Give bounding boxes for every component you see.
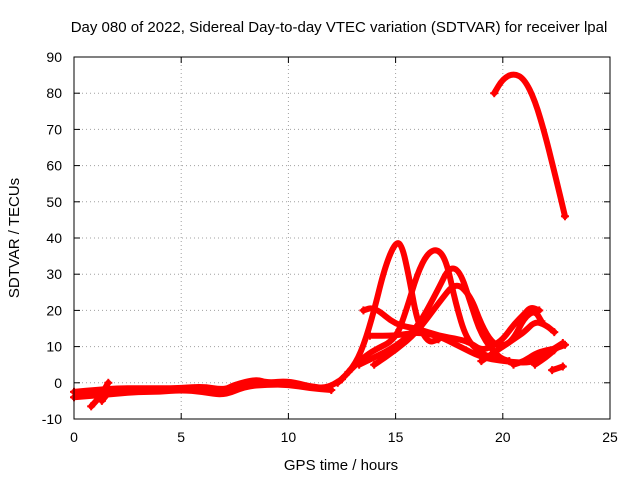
plus-marker (327, 386, 336, 395)
plus-marker (548, 366, 557, 375)
plus-marker (106, 386, 115, 395)
plus-marker (477, 357, 486, 366)
y-tick-label: 70 (46, 121, 62, 137)
x-axis-label: GPS time / hours (284, 457, 398, 474)
plus-marker (550, 346, 559, 355)
y-tick-label: 50 (46, 194, 62, 210)
y-tick-label: 80 (46, 85, 62, 101)
plus-marker (104, 378, 113, 387)
x-tick-label: 25 (602, 429, 618, 445)
y-tick-label: 60 (46, 158, 62, 174)
plus-marker (550, 328, 559, 337)
y-tick-label: 10 (46, 339, 62, 355)
plus-marker (509, 360, 518, 369)
series-line-arc-plateau-21 (360, 305, 543, 352)
y-tick-label: 90 (46, 49, 62, 65)
x-tick-label: 15 (388, 429, 404, 445)
series-line-arc-peak-18-b (371, 282, 545, 368)
x-tick-label: 0 (70, 429, 78, 445)
data-series (70, 71, 569, 411)
plus-marker (530, 360, 539, 369)
grid (74, 57, 610, 419)
plus-marker (359, 306, 368, 315)
x-tick-label: 20 (495, 429, 511, 445)
x-tick-label: 5 (177, 429, 185, 445)
series-line-high-arc (491, 71, 568, 220)
x-tick-label: 10 (281, 429, 297, 445)
y-tick-label: 20 (46, 302, 62, 318)
plus-marker (355, 360, 364, 369)
series-line-arc-trail-21 (478, 319, 558, 365)
y-tick-label: 30 (46, 266, 62, 282)
series-line-arc-peak-18 (356, 265, 513, 368)
plus-marker (558, 362, 567, 371)
y-tick-label: 0 (54, 375, 62, 391)
plot-frame (73, 56, 611, 420)
plus-marker (560, 212, 569, 221)
plus-marker (97, 396, 106, 405)
plus-marker (370, 360, 379, 369)
plus-marker (344, 367, 353, 376)
y-tick-label: 40 (46, 230, 62, 246)
plus-marker (560, 340, 569, 349)
series-line-arc-peak-17 (345, 247, 496, 375)
chart-title: Day 080 of 2022, Sidereal Day-to-day VTE… (71, 19, 608, 36)
plus-marker (365, 331, 374, 340)
plus-marker (87, 402, 96, 411)
y-axis-label: SDTVAR / TECUs (6, 178, 23, 298)
y-tick-label: -10 (42, 411, 62, 427)
plus-marker (333, 378, 342, 387)
plus-marker (490, 89, 499, 98)
plus-marker (535, 306, 544, 315)
axis-ticks: 0 5 10 15 20 25 -10 0 10 20 30 40 50 60 70 80 90 (42, 49, 618, 445)
series-line-arc-trail-22 (366, 330, 566, 366)
